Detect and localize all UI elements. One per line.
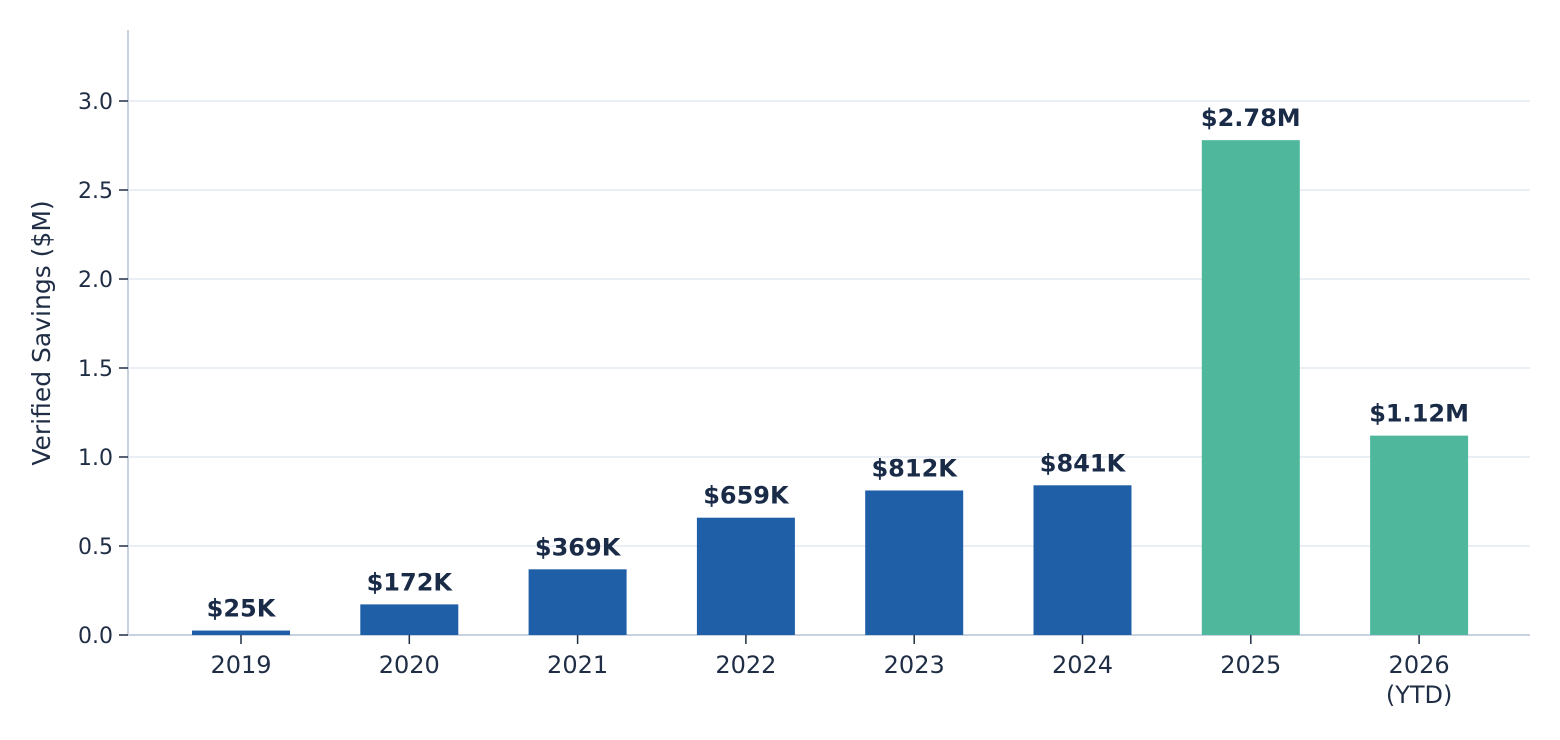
axes	[127, 30, 1530, 636]
x-tick-label-2: 2021	[547, 651, 608, 679]
bar-1	[360, 604, 459, 635]
bars	[192, 140, 1469, 635]
data-label-6: $2.78M	[1201, 104, 1301, 132]
y-tick-label-0: 0.0	[78, 624, 113, 649]
x-tick-label-7: 2026 (YTD)	[1386, 651, 1453, 709]
data-label-4: $812K	[871, 454, 958, 482]
x-tick-label-6: 2025	[1220, 651, 1281, 679]
bar-7	[1370, 435, 1469, 635]
x-ticks: 2019 2020 2021 2022 2023 2024 2025 2026 (YTD)	[210, 635, 1452, 709]
gridlines	[128, 100, 1530, 547]
bar-4	[865, 490, 964, 635]
x-tick-label-1: 2020	[379, 651, 440, 679]
y-tick-label-3: 1.5	[78, 357, 113, 382]
bar-5	[1033, 485, 1132, 635]
bar-6	[1201, 140, 1300, 635]
data-label-0: $25K	[207, 595, 277, 623]
bar-0	[192, 630, 290, 635]
data-label-1: $172K	[367, 568, 454, 596]
y-tick-label-5: 2.5	[78, 179, 113, 204]
bar-2	[528, 569, 627, 635]
y-tick-label-6: 3.0	[78, 90, 113, 115]
data-label-7: $1.12M	[1369, 400, 1469, 428]
x-tick-label-4: 2023	[884, 651, 945, 679]
data-label-3: $659K	[703, 482, 790, 510]
x-tick-label-5: 2024	[1052, 651, 1113, 679]
data-labels: $25K $172K $369K $659K $812K $841K $2.78M $1.12…	[207, 104, 1469, 622]
data-label-5: $841K	[1040, 449, 1127, 477]
x-tick-label-3: 2022	[715, 651, 776, 679]
y-ticks: 0.0 0.5 1.0 1.5 2.0 2.5 3.0	[78, 90, 128, 649]
y-axis-label: Verified Savings ($M)	[27, 200, 56, 465]
y-tick-label-4: 2.0	[78, 268, 113, 293]
data-label-2: $369K	[535, 533, 622, 561]
bar-3	[696, 517, 795, 635]
y-tick-label-2: 1.0	[78, 446, 113, 471]
x-tick-label-0: 2019	[210, 651, 271, 679]
y-tick-label-1: 0.5	[78, 535, 113, 560]
